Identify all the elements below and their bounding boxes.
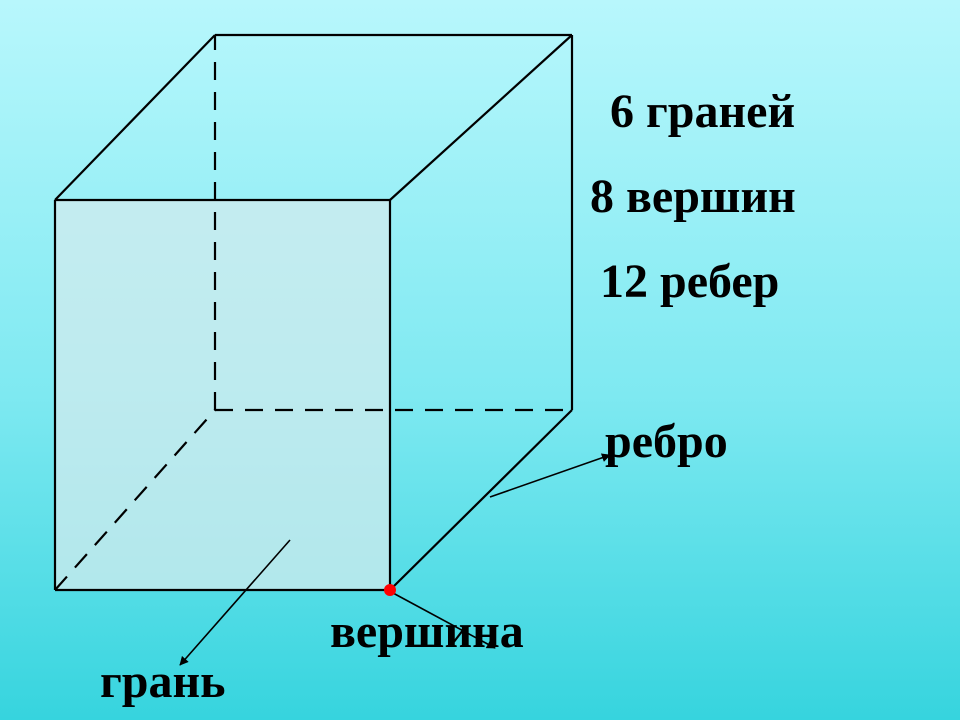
arrow-vertex bbox=[393, 593, 495, 648]
cube-edge bbox=[55, 35, 215, 200]
cube-front-face bbox=[55, 200, 390, 590]
cube-edge bbox=[390, 410, 572, 590]
arrow-edge bbox=[490, 455, 610, 497]
vertex-marker-icon bbox=[384, 584, 396, 596]
cube-edge bbox=[390, 35, 572, 200]
cube-diagram bbox=[0, 0, 960, 720]
